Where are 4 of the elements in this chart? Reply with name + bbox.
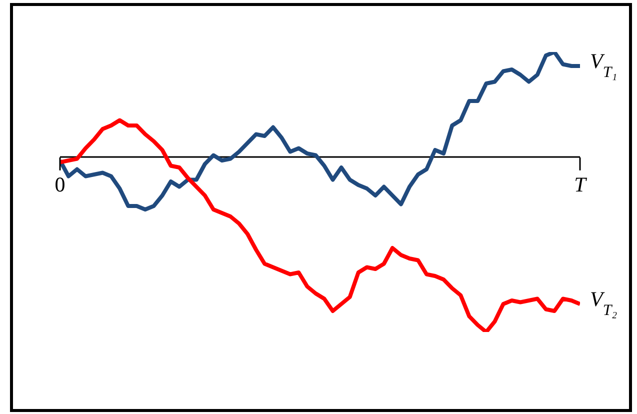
x-tick-label: T bbox=[574, 172, 588, 196]
series-label: V$_{T₁}$ bbox=[590, 49, 618, 80]
series-label: V$_{T₂}$ bbox=[590, 287, 618, 318]
x-tick-label: 0 bbox=[54, 172, 66, 196]
